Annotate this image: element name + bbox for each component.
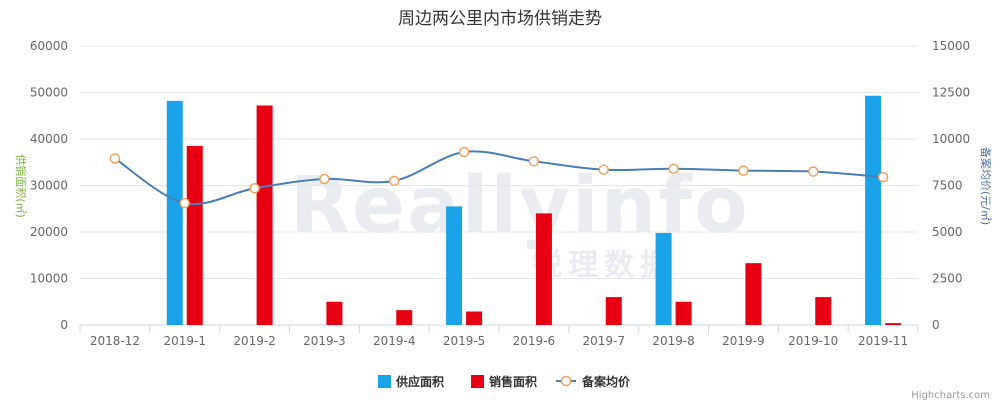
supply-bar (655, 232, 672, 325)
y-left-tick-label: 50000 (30, 86, 68, 100)
legend-swatch (471, 375, 484, 388)
y-right-tick-label: 0 (932, 318, 940, 332)
legend-item-price[interactable]: 备案均价 (556, 374, 631, 389)
y-right-tick-label: 10000 (932, 132, 970, 146)
price-point (319, 173, 330, 185)
legend-label: 销售面积 (489, 374, 537, 389)
price-point (528, 156, 540, 167)
sales-bar (675, 301, 692, 325)
supply-bar (166, 100, 183, 326)
y-left-tick-label: 20000 (30, 225, 68, 239)
sales-bar (745, 263, 762, 325)
watermark-logo-sub: 锐理数据 (532, 248, 676, 283)
x-tick-label: 2019-5 (443, 334, 486, 348)
sales-bar (396, 310, 413, 325)
sales-bar (256, 105, 273, 326)
price-point (668, 163, 679, 175)
legend-marker (560, 375, 572, 387)
y-left-tick-label: 40000 (30, 132, 68, 146)
x-tick-label: 2019-3 (303, 334, 346, 348)
y-axis-right-title: 备案均价(元/㎡) (979, 147, 993, 225)
price-point (249, 183, 260, 194)
price-point (738, 165, 749, 176)
grid (80, 45, 918, 326)
x-tick-label: 2018-12 (90, 334, 140, 348)
y-right-tick-label: 2500 (932, 272, 963, 286)
sales-bar (815, 297, 832, 325)
bars (166, 95, 902, 326)
price-point (877, 171, 889, 183)
supply-bar (446, 206, 463, 325)
chart-title: 周边两公里内市场供销走势 (398, 9, 602, 29)
legend-item-sales[interactable]: 销售面积 (471, 374, 537, 389)
sales-bar (186, 145, 203, 325)
x-tick-label: 2019-2 (233, 334, 276, 348)
y-left-tick-label: 10000 (30, 272, 68, 286)
legend-swatch (378, 375, 391, 388)
legend-item-supply[interactable]: 供应面积 (378, 374, 444, 389)
price-point (109, 153, 121, 164)
price-point (179, 197, 190, 209)
axes: 0 10000 20000 30000 40000 50000 60000 0 2500 5000… (30, 39, 970, 348)
y-right-tick-label: 15000 (932, 39, 970, 53)
y-left-tick-label: 0 (60, 318, 68, 332)
sales-bar (605, 297, 622, 325)
y-left-tick-label: 60000 (30, 39, 68, 53)
x-tick-label: 2019-8 (652, 334, 695, 348)
price-point (389, 175, 400, 187)
x-tick-label: 2019-11 (858, 334, 908, 348)
price-point (458, 146, 470, 158)
sales-bar (885, 323, 902, 325)
sales-bar (466, 311, 483, 325)
price-line (109, 146, 889, 209)
price-point (808, 166, 819, 177)
x-tick-label: 2019-7 (582, 334, 625, 348)
legend[interactable]: 供应面积 销售面积 备案均价 (378, 374, 631, 389)
x-tick-label: 2019-6 (513, 334, 556, 348)
y-right-tick-label: 12500 (932, 86, 970, 100)
x-tick-label: 2019-10 (788, 334, 838, 348)
sales-bar (535, 213, 552, 325)
legend-label: 供应面积 (395, 374, 444, 389)
x-tick-label: 2019-9 (722, 334, 765, 348)
legend-label: 备案均价 (581, 374, 631, 389)
watermark-logo: Reallyinfo (290, 161, 750, 251)
y-axis-left-title: 供销面积(㎡) (14, 154, 28, 218)
supply-bar (865, 95, 882, 325)
credits-link[interactable]: Highcharts.com (911, 390, 990, 401)
y-right-tick-label: 5000 (932, 225, 963, 239)
price-point (598, 164, 609, 175)
x-tick-label: 2019-1 (163, 334, 206, 348)
sales-bar (326, 301, 343, 325)
y-left-tick-label: 30000 (30, 179, 68, 193)
y-right-tick-label: 7500 (932, 179, 963, 193)
x-tick-label: 2019-4 (373, 334, 416, 348)
